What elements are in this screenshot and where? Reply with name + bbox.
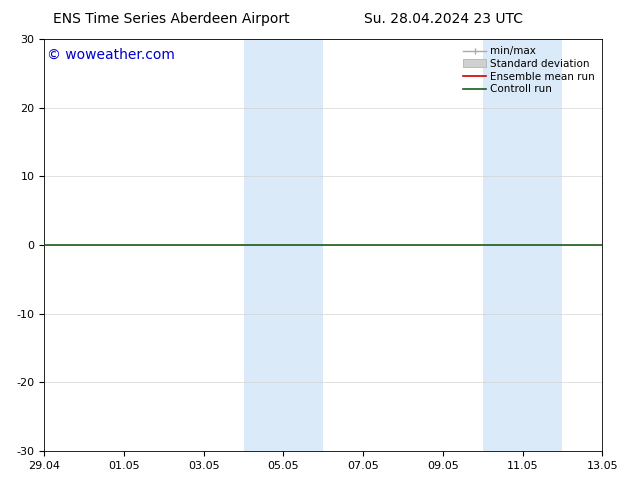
Text: ENS Time Series Aberdeen Airport: ENS Time Series Aberdeen Airport [53, 12, 290, 26]
Bar [243, 39, 283, 451]
Text: © woweather.com: © woweather.com [47, 48, 175, 61]
Legend: min/max, Standard deviation, Ensemble mean run, Controll run: min/max, Standard deviation, Ensemble me… [461, 45, 597, 97]
Bar [283, 39, 323, 451]
Bar [482, 39, 522, 451]
Bar [522, 39, 562, 451]
Text: Su. 28.04.2024 23 UTC: Su. 28.04.2024 23 UTC [365, 12, 523, 26]
